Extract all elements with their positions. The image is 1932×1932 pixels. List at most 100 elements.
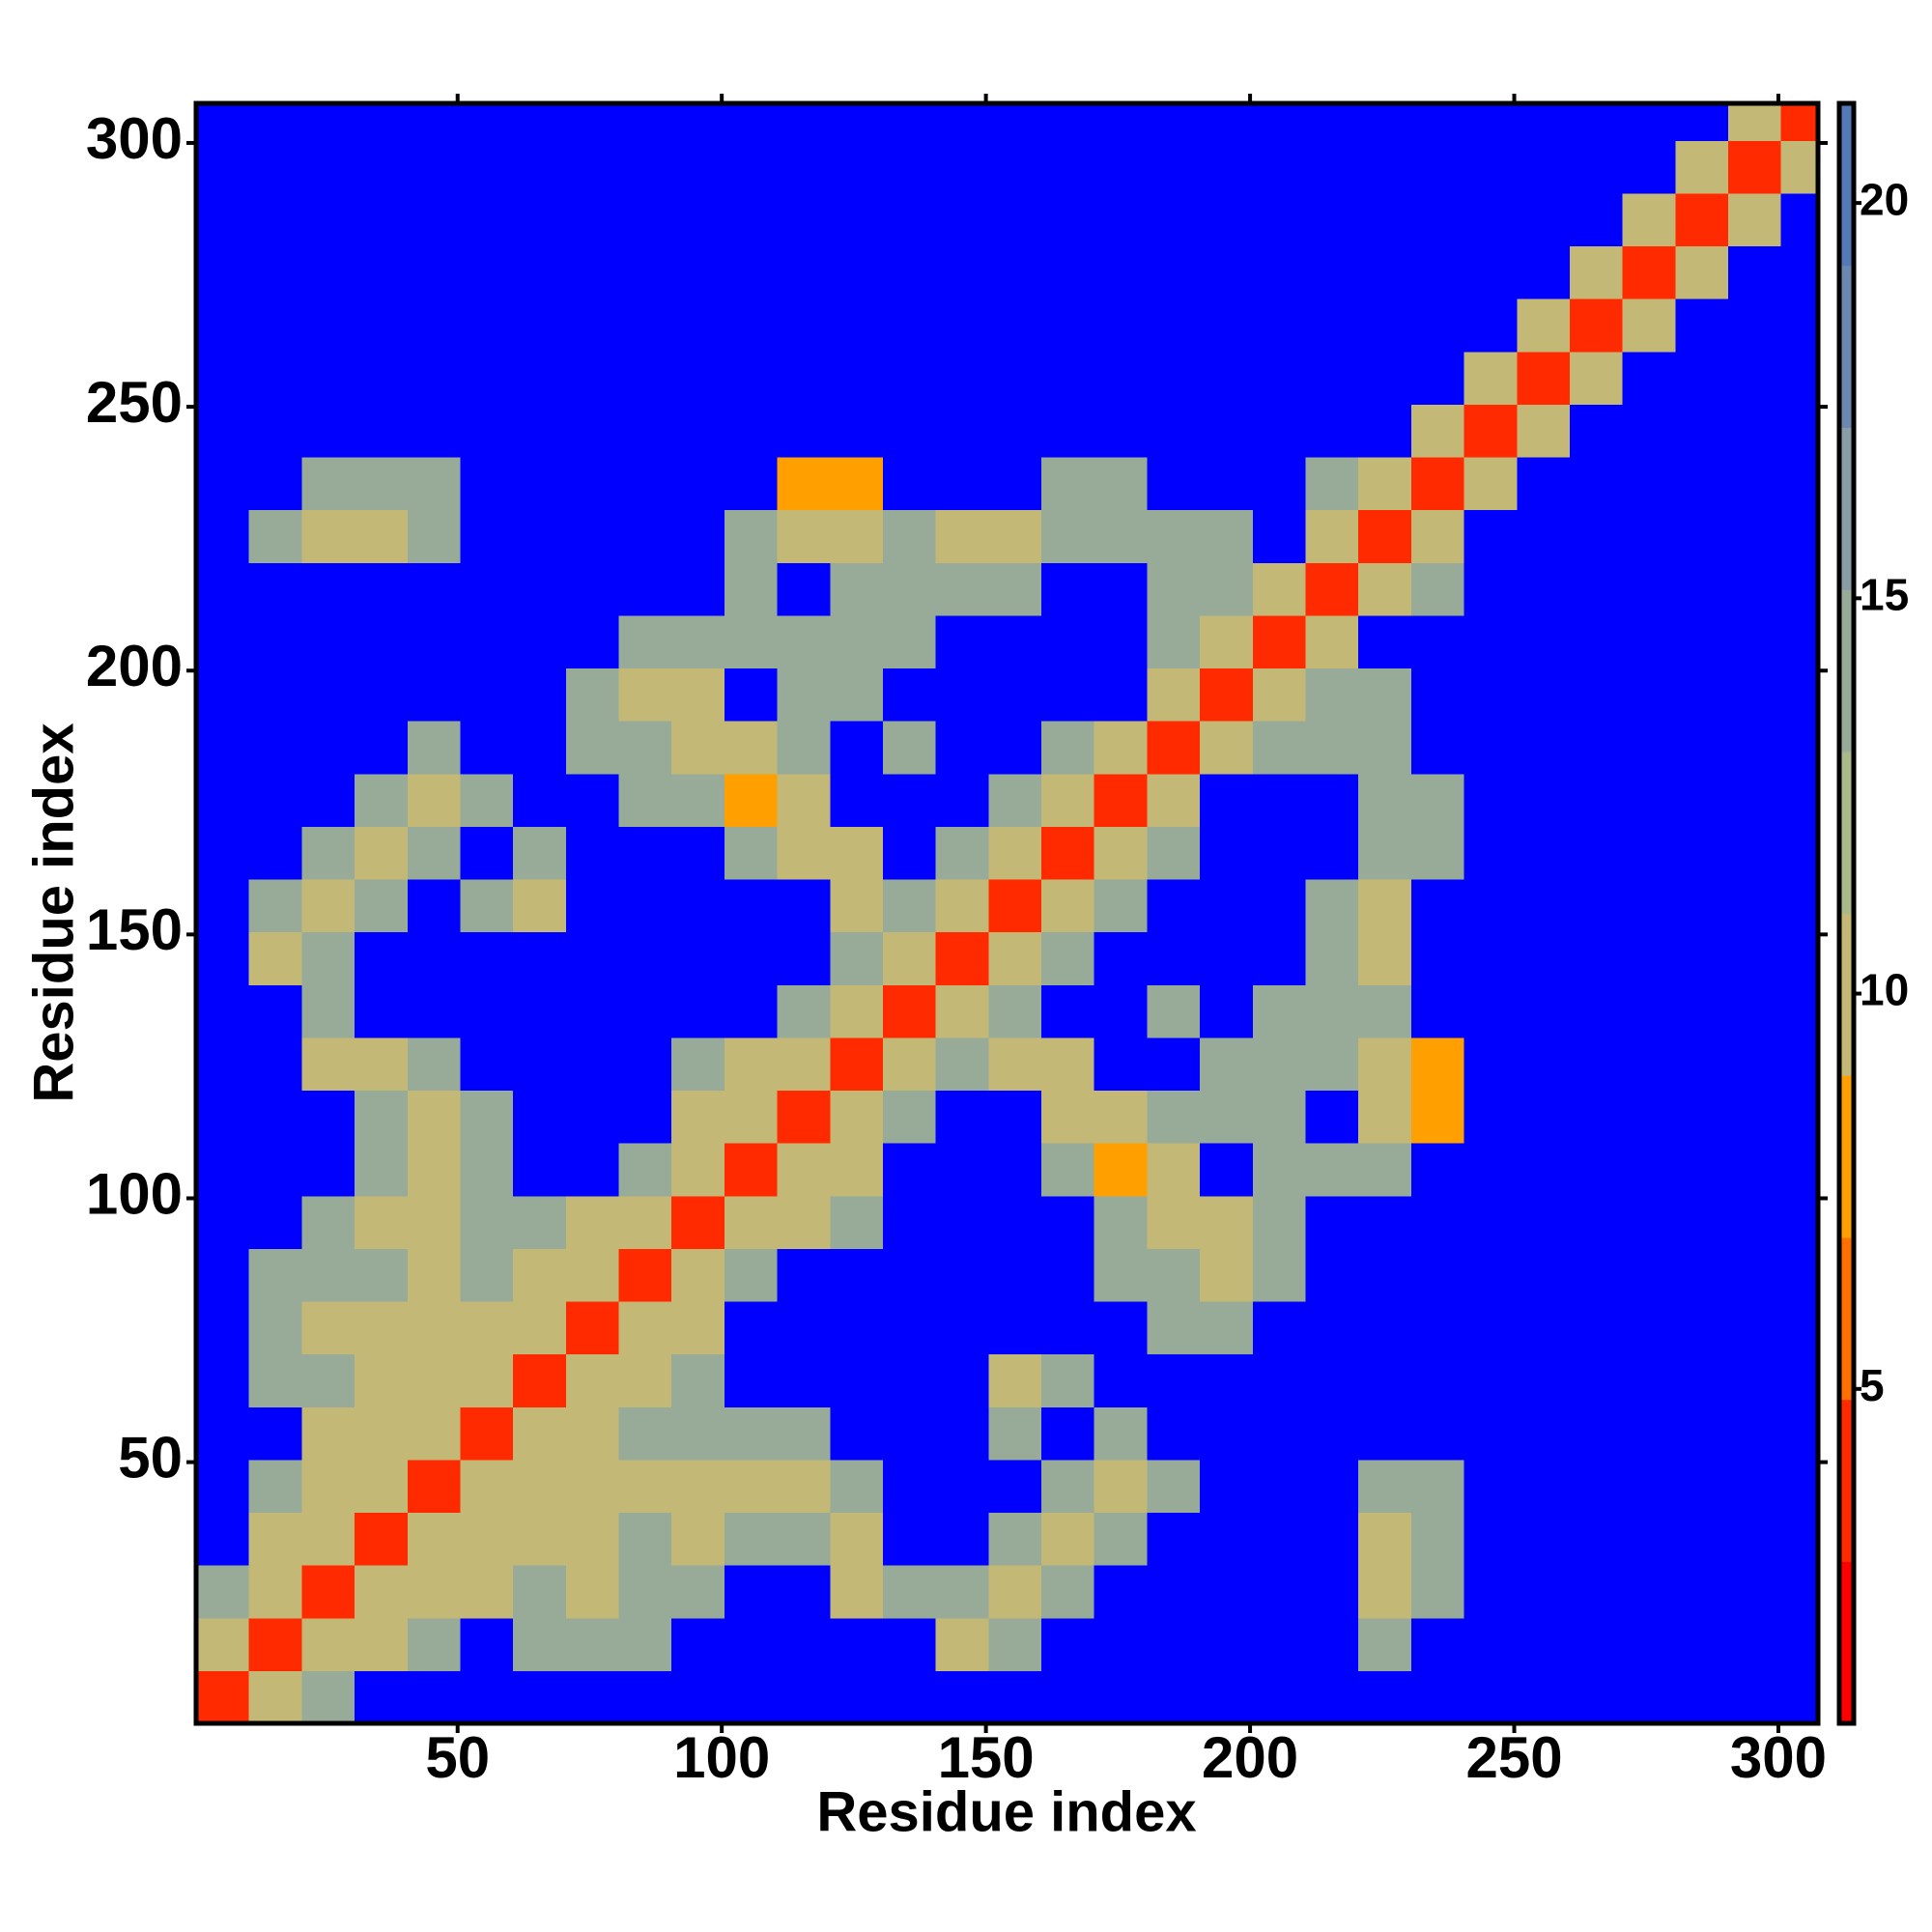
cell [1305, 298, 1359, 353]
cell [1094, 298, 1149, 353]
cell [671, 931, 725, 985]
cell [671, 103, 725, 141]
cell [1410, 984, 1465, 1038]
cell [935, 1090, 989, 1144]
cell [460, 351, 514, 405]
cell [1517, 931, 1571, 985]
cell [355, 140, 409, 194]
cell [1728, 1565, 1782, 1619]
cell [513, 878, 567, 933]
cell [565, 404, 620, 458]
cell [1041, 878, 1095, 933]
cell [1463, 878, 1518, 933]
cell [935, 103, 989, 141]
cell [1252, 878, 1307, 933]
cell [460, 614, 514, 669]
cell [248, 1143, 302, 1197]
cell [988, 1248, 1042, 1302]
cell [1305, 562, 1359, 616]
cell [724, 1248, 779, 1302]
cell [407, 140, 462, 194]
cell [248, 1090, 302, 1144]
cell [1675, 721, 1729, 775]
cell [988, 1459, 1042, 1514]
cell [196, 1090, 250, 1144]
cell [882, 1459, 937, 1514]
cell [935, 245, 989, 299]
cell [565, 1248, 620, 1302]
cell [830, 1248, 884, 1302]
colorbar-band [1839, 1399, 1854, 1562]
cell [513, 826, 567, 880]
cell [935, 456, 989, 511]
cell [1675, 1512, 1729, 1566]
cell [1305, 1090, 1359, 1144]
cell [1463, 931, 1518, 985]
cell [1094, 668, 1149, 722]
cell [1358, 668, 1412, 722]
cell [988, 103, 1042, 141]
cell [935, 1300, 989, 1355]
cell [1147, 1090, 1201, 1144]
cell [1780, 1353, 1819, 1407]
cell [1305, 245, 1359, 299]
cell [1094, 984, 1149, 1038]
cell [1569, 1037, 1624, 1092]
cell [1517, 298, 1571, 353]
cell [1094, 1406, 1149, 1461]
cell [1780, 931, 1819, 985]
cell [1410, 614, 1465, 669]
cell [1463, 1037, 1518, 1092]
cell [1358, 351, 1412, 405]
cell [618, 826, 672, 880]
cell [882, 245, 937, 299]
colorbar-band [1839, 265, 1854, 428]
cell [1410, 1037, 1465, 1092]
cell [460, 456, 514, 511]
cell [301, 562, 355, 616]
cell [407, 984, 462, 1038]
cell [1675, 103, 1729, 141]
cell [830, 878, 884, 933]
cell [196, 1195, 250, 1249]
cell [355, 103, 409, 141]
cell [1463, 103, 1518, 141]
cell [1200, 984, 1254, 1038]
cell [301, 1459, 355, 1514]
cell [671, 1090, 725, 1144]
cell [1041, 456, 1095, 511]
cell [882, 1565, 937, 1619]
cell [1305, 1512, 1359, 1566]
cell [565, 878, 620, 933]
cell [248, 404, 302, 458]
cell [1728, 931, 1782, 985]
cell [1517, 404, 1571, 458]
cell [460, 404, 514, 458]
cell [1252, 1248, 1307, 1302]
cell [565, 614, 620, 669]
cell [1147, 562, 1201, 616]
cell [301, 1353, 355, 1407]
cell [248, 1512, 302, 1566]
cell [935, 562, 989, 616]
cell [618, 1353, 672, 1407]
cell [513, 245, 567, 299]
cell [513, 509, 567, 563]
cell [1410, 931, 1465, 985]
cell [513, 614, 567, 669]
cell [1094, 931, 1149, 985]
cell [1675, 1670, 1729, 1724]
cell [882, 773, 937, 827]
cell [1569, 298, 1624, 353]
cell [1728, 721, 1782, 775]
colorbar-band [1839, 427, 1854, 590]
cell [671, 140, 725, 194]
cell [460, 1090, 514, 1144]
cell [1569, 721, 1624, 775]
cell [1147, 1670, 1201, 1724]
cell [1675, 668, 1729, 722]
cell [1728, 298, 1782, 353]
cell [1569, 404, 1624, 458]
cell [882, 878, 937, 933]
cell [513, 562, 567, 616]
